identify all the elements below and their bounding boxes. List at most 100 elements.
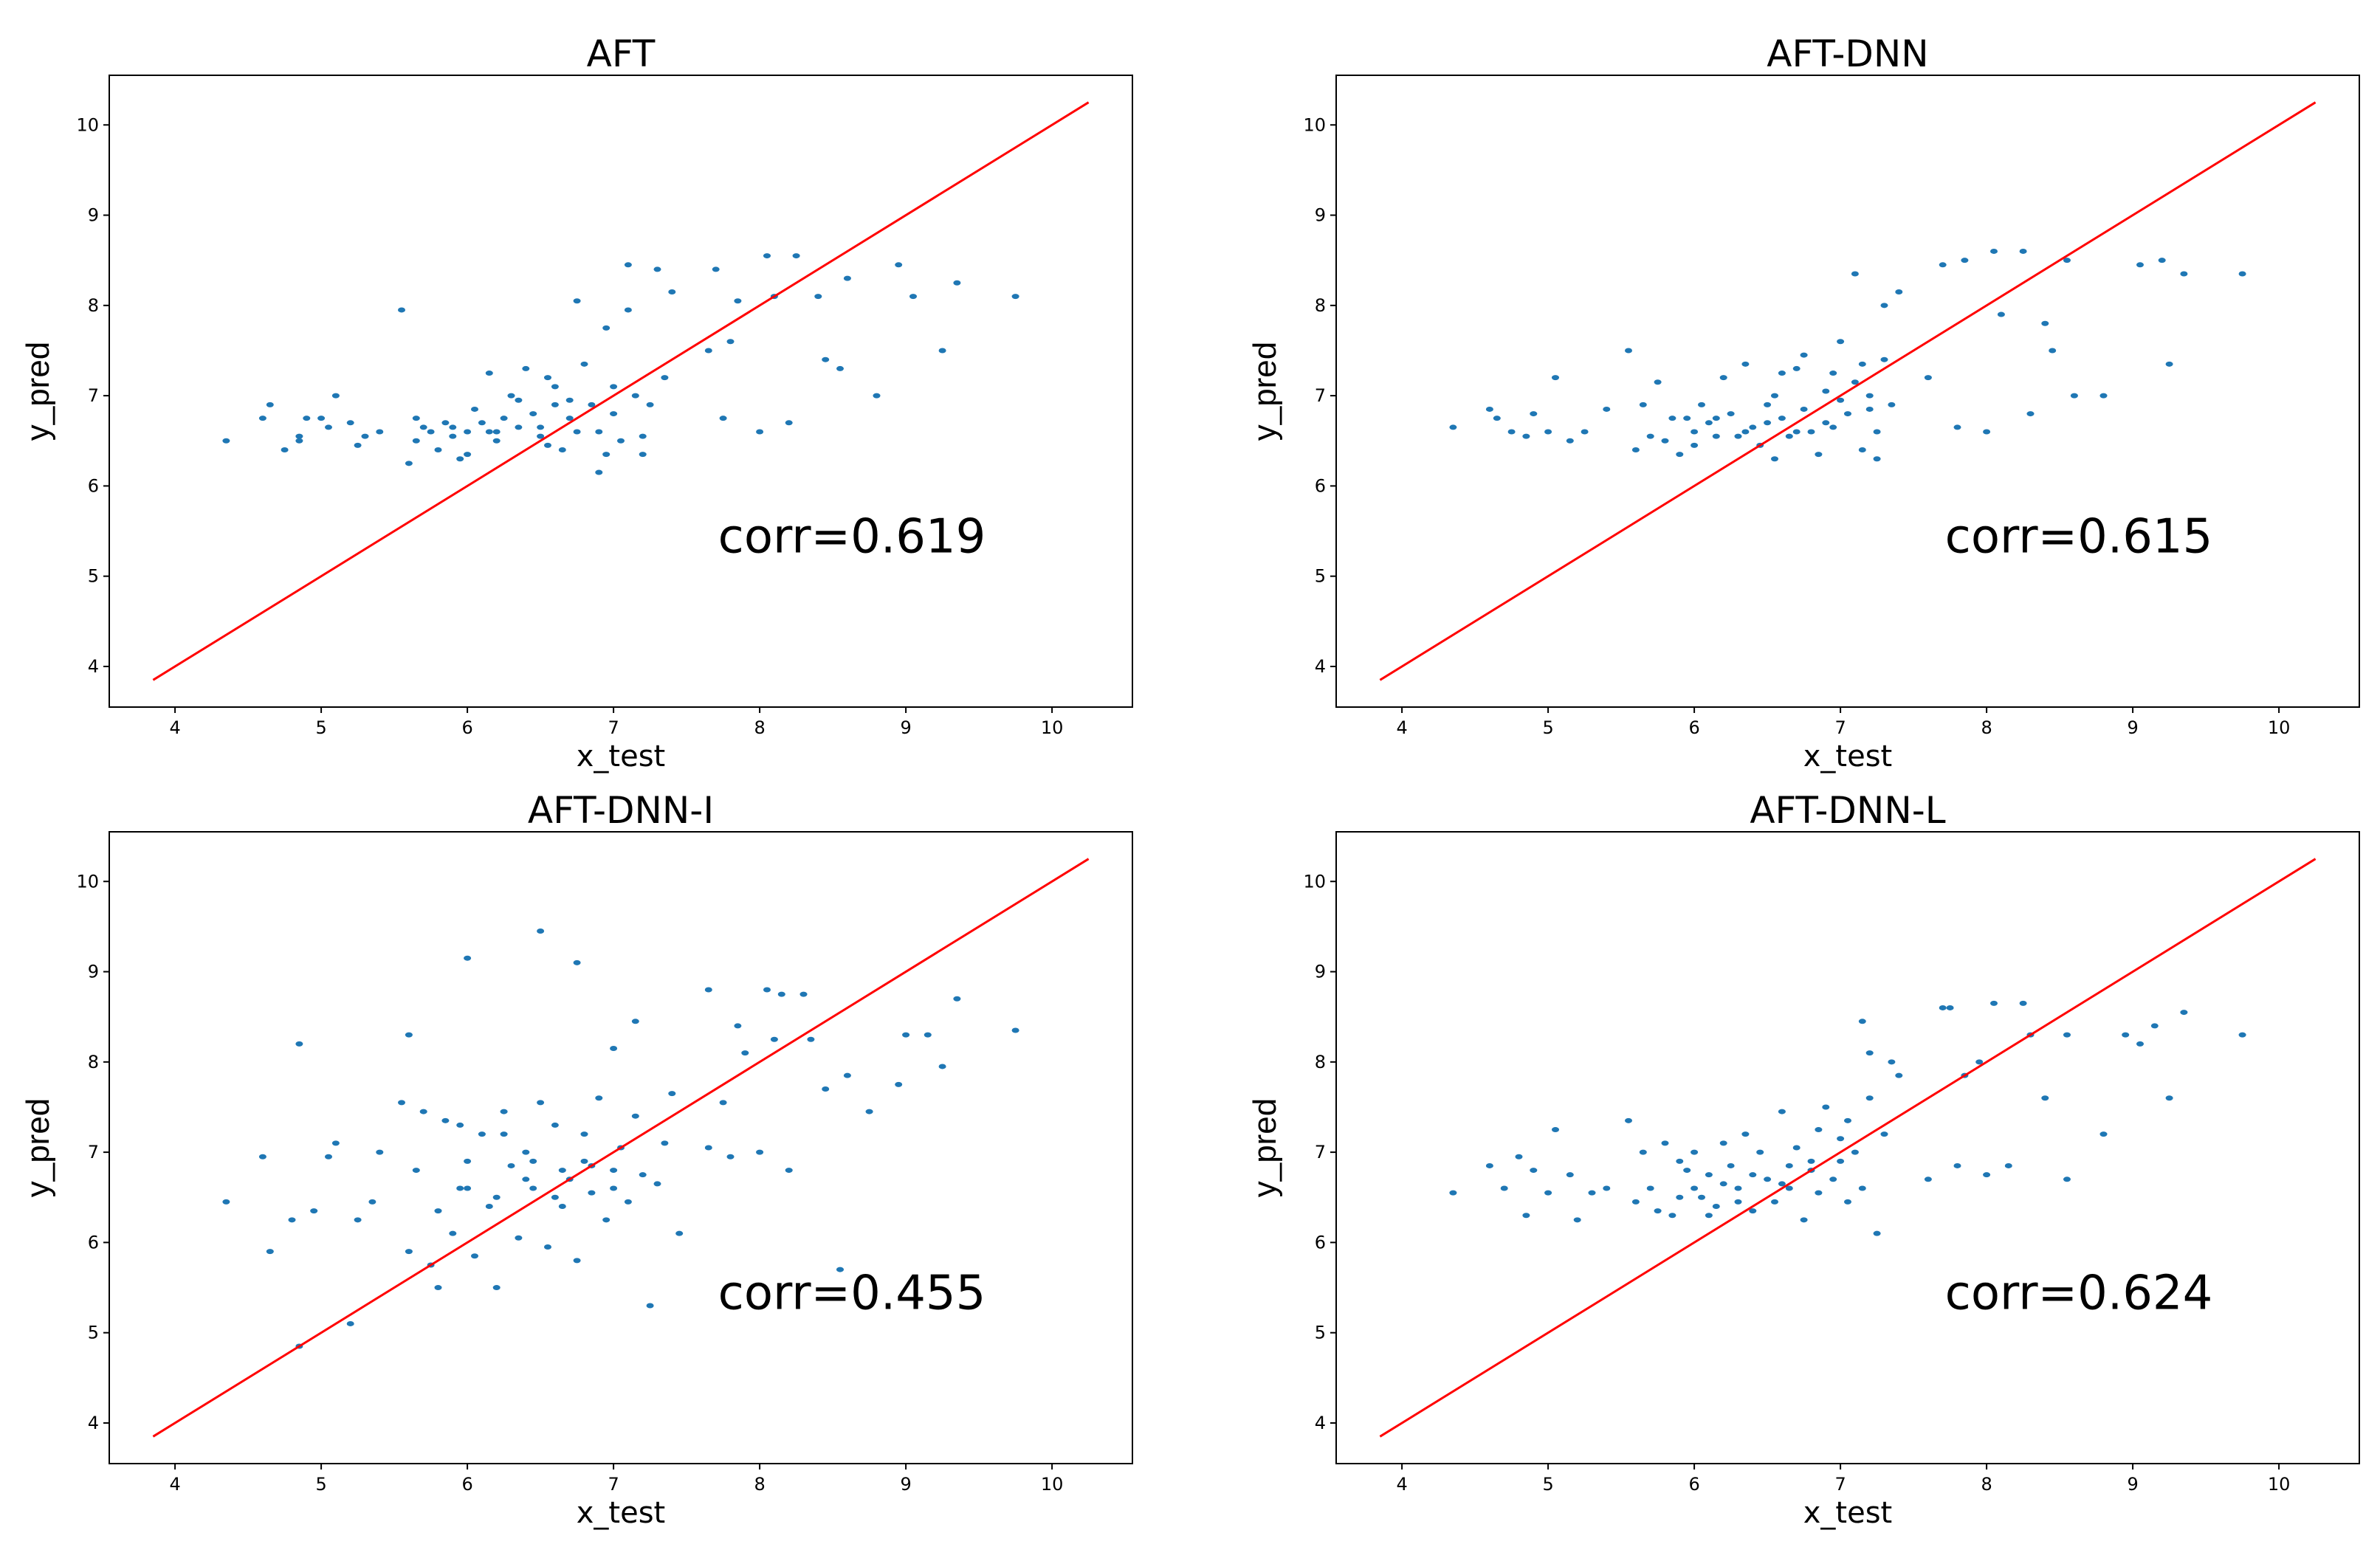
y-tick-label: 8 bbox=[1315, 1052, 1326, 1072]
scatter-point bbox=[537, 424, 545, 430]
scatter-point bbox=[464, 955, 472, 961]
scatter-point bbox=[1785, 1162, 1793, 1168]
scatter-point bbox=[1865, 393, 1874, 399]
scatter-point bbox=[310, 1208, 318, 1214]
scatter-point bbox=[1865, 1095, 1874, 1101]
scatter-point bbox=[529, 1185, 537, 1191]
scatter-point bbox=[1712, 433, 1720, 439]
scatter-point bbox=[1771, 456, 1778, 462]
scatter-point bbox=[1939, 262, 1947, 268]
scatter-point bbox=[1449, 1190, 1457, 1196]
scatter-point bbox=[1544, 429, 1552, 435]
scatter-point bbox=[573, 1258, 581, 1264]
scatter-point bbox=[325, 1154, 332, 1160]
scatter-point bbox=[741, 1050, 749, 1056]
scatter-point bbox=[1552, 1127, 1559, 1133]
scatter-point bbox=[2136, 262, 2144, 268]
scatter-point bbox=[464, 429, 472, 435]
scatter-point bbox=[266, 1249, 274, 1255]
scatter-point bbox=[734, 1023, 742, 1029]
scatter-point bbox=[1844, 411, 1851, 417]
x-tick-label: 9 bbox=[2127, 1474, 2138, 1495]
scatter-point bbox=[1997, 311, 2005, 317]
scatter-point bbox=[449, 433, 457, 439]
scatter-point bbox=[1829, 1176, 1837, 1182]
x-tick-label: 8 bbox=[1981, 717, 1992, 738]
chart-title: AFT-DNN bbox=[1767, 32, 1928, 75]
scatter-point bbox=[1800, 352, 1808, 358]
scatter-point bbox=[624, 1199, 632, 1205]
correlation-annotation: corr=0.619 bbox=[718, 509, 986, 564]
scatter-point bbox=[376, 429, 384, 435]
scatter-point bbox=[1873, 456, 1881, 462]
scatter-point bbox=[653, 266, 661, 272]
scatter-point bbox=[1705, 1213, 1713, 1219]
x-tick-label: 6 bbox=[1688, 1474, 1699, 1495]
x-tick-label: 6 bbox=[1688, 717, 1699, 738]
scatter-point bbox=[1676, 452, 1684, 458]
scatter-point bbox=[419, 1109, 427, 1114]
scatter-point bbox=[580, 1158, 588, 1164]
scatter-point bbox=[675, 1230, 684, 1236]
scatter-point bbox=[1683, 416, 1691, 421]
scatter-point bbox=[492, 1285, 501, 1291]
scatter-point bbox=[2063, 258, 2071, 263]
scatter-point bbox=[1880, 1131, 1888, 1137]
scatter-point bbox=[222, 1199, 230, 1205]
correlation-annotation: corr=0.455 bbox=[718, 1266, 986, 1320]
scatter-point bbox=[1741, 361, 1750, 367]
x-tick-label: 5 bbox=[1542, 717, 1553, 738]
y-tick-label: 10 bbox=[76, 114, 99, 135]
scatter-point bbox=[653, 1181, 661, 1187]
scatter-point bbox=[500, 416, 508, 421]
scatter-point bbox=[1924, 375, 1932, 381]
subplot-aft-dnn: AFT-DNN 4 5 6 7 8 9 10 4 5 6 7 8 9 10 x_test y_pred corr=… bbox=[1247, 32, 2360, 774]
scatter-point bbox=[1011, 1027, 1019, 1033]
scatter-point bbox=[1749, 1172, 1757, 1178]
scatter-point bbox=[405, 1032, 413, 1038]
scatter-point bbox=[580, 1131, 588, 1137]
y-axis-label: y_pred bbox=[20, 342, 56, 441]
scatter-point bbox=[522, 365, 530, 371]
scatter-point bbox=[1837, 1158, 1845, 1164]
scatter-point bbox=[1691, 429, 1699, 435]
scatter-point bbox=[1719, 1181, 1727, 1187]
scatter-point bbox=[610, 384, 618, 390]
scatter-point bbox=[704, 1145, 712, 1151]
scatter-point bbox=[2165, 1095, 2173, 1101]
y-tick-label: 4 bbox=[88, 1413, 99, 1433]
scatter-point bbox=[646, 1303, 654, 1309]
scatter-point bbox=[515, 1235, 523, 1241]
scatter-point bbox=[953, 280, 961, 286]
y-tick-label: 10 bbox=[76, 871, 99, 892]
scatter-point bbox=[478, 420, 486, 426]
scatter-point bbox=[1844, 1199, 1851, 1205]
scatter-point bbox=[726, 339, 735, 345]
scatter-point bbox=[588, 1190, 596, 1196]
scatter-point bbox=[544, 1244, 551, 1250]
scatter-point bbox=[419, 424, 427, 430]
scatter-point bbox=[354, 442, 362, 448]
scatter-point bbox=[1698, 1194, 1705, 1200]
scatter-point bbox=[1639, 402, 1647, 407]
scatter-point bbox=[537, 928, 545, 934]
scatter-point bbox=[573, 429, 581, 435]
scatter-point bbox=[405, 1249, 413, 1255]
y-tick-label: 7 bbox=[88, 1142, 99, 1162]
x-tick-label: 4 bbox=[1396, 717, 1407, 738]
scatter-point bbox=[1815, 452, 1823, 458]
scatter-point bbox=[1851, 1149, 1859, 1155]
scatter-point bbox=[1983, 1172, 1991, 1178]
scatter-point bbox=[565, 397, 574, 403]
scatter-point bbox=[938, 1064, 946, 1069]
scatter-point bbox=[602, 1217, 611, 1223]
y-tick-label: 6 bbox=[1315, 475, 1326, 496]
scatter-point bbox=[1990, 248, 1998, 254]
scatter-point bbox=[1493, 416, 1501, 421]
scatter-point bbox=[1756, 1149, 1764, 1155]
scatter-point bbox=[785, 1168, 793, 1174]
chart-title: AFT bbox=[587, 32, 656, 75]
scatter-point bbox=[865, 1109, 873, 1114]
scatter-point bbox=[777, 991, 785, 997]
scatter-point bbox=[836, 1267, 844, 1272]
